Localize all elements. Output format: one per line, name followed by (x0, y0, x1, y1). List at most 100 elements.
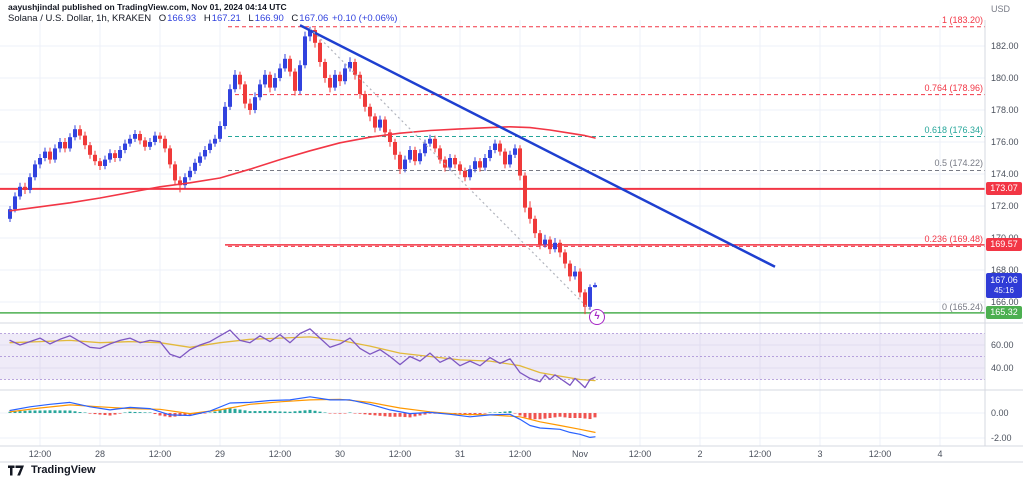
price-axis[interactable]: USD 173.07 169.57 167.06 45:16 165.32 18… (985, 0, 1023, 446)
candle-body (158, 135, 162, 139)
candle-body (333, 74, 337, 88)
pattern-dotted-line (309, 27, 591, 311)
candle-body (433, 138, 437, 149)
candle-body (138, 134, 142, 141)
candle-body (203, 150, 207, 157)
candle-body (313, 30, 317, 43)
macd-histogram-bar (38, 410, 42, 413)
candle-body (113, 153, 117, 158)
time-tick-label: Nov (571, 449, 589, 459)
candle-body (263, 74, 267, 85)
rsi-tick-label: 60.00 (991, 340, 1014, 350)
candle-body (108, 153, 112, 160)
candle-body (353, 62, 357, 75)
price-tick-label: 172.00 (991, 201, 1019, 211)
symbol-title[interactable]: Solana / U.S. Dollar, 1h, KRAKEN (8, 13, 152, 24)
macd-histogram-bar (458, 413, 462, 415)
high-value: 167.21 (211, 13, 241, 24)
candle-body (23, 186, 27, 190)
time-tick-label: 12:00 (628, 449, 652, 459)
candle-body (513, 148, 517, 155)
candle-body (413, 150, 417, 162)
candle-body (348, 62, 352, 69)
ma-line (9, 126, 596, 212)
macd-histogram-bar (483, 413, 487, 414)
macd-histogram-bar (158, 413, 162, 416)
high-label: H (203, 13, 211, 24)
current-price-value: 167.06 (990, 275, 1018, 286)
macd-histogram-bar (423, 413, 427, 415)
time-tick-label: 30 (334, 449, 346, 459)
candle-body (523, 175, 527, 208)
macd-histogram-bar (428, 413, 432, 414)
macd-histogram-bar (333, 413, 337, 414)
macd-histogram-bar (203, 413, 207, 414)
fib-level-label: 0.618 (176.34) (924, 124, 983, 135)
low-value: 166.90 (254, 13, 284, 24)
fib-price-label: 169.57 (986, 238, 1022, 252)
rsi-tick-label: 40.00 (991, 363, 1014, 373)
macd-histogram-bar (83, 412, 87, 413)
time-axis[interactable]: 12:00 28 12:00 29 12:00 30 12:00 31 12:00 Nov 12:0… (0, 446, 1023, 462)
candle-body (238, 74, 242, 85)
time-tick-label: 2 (697, 449, 703, 459)
fib-level-label: 0.764 (178.96) (924, 82, 983, 93)
candle-body (563, 252, 567, 264)
macd-histogram-bar (23, 410, 27, 413)
candle-body (488, 150, 492, 158)
candle-body (63, 142, 67, 149)
candle-body (193, 162, 197, 171)
candle-body (8, 209, 12, 219)
time-tick-label: 29 (214, 449, 226, 459)
macd-histogram-bar (153, 413, 157, 415)
support-price-label: 173.07 (986, 182, 1022, 196)
fib-level-label: 1 (183.20) (941, 14, 983, 25)
macd-histogram-bar (163, 413, 167, 417)
tradingview-brand-text[interactable]: TradingView (31, 464, 96, 476)
trendline[interactable] (299, 24, 776, 268)
macd-histogram-bar (533, 413, 537, 420)
candle-body (278, 68, 282, 78)
time-tick-label: 12:00 (268, 449, 292, 459)
macd-tick-label: -2.00 (991, 433, 1012, 443)
candle-body (248, 103, 252, 110)
candle-body (253, 97, 257, 110)
change-value: +0.10 (+0.06%) (331, 13, 398, 24)
candle-body (183, 177, 187, 186)
candle-body (58, 142, 62, 149)
macd-histogram-bar (318, 411, 322, 413)
candle-body (518, 148, 522, 176)
macd-histogram-bar (268, 410, 272, 413)
candle-body (178, 180, 182, 186)
candle-body (73, 129, 77, 138)
candle-body (98, 161, 102, 166)
macd-histogram-bar (248, 411, 252, 413)
macd-histogram-bar (108, 413, 112, 416)
candle-body (148, 142, 152, 147)
macd-histogram-bar (273, 411, 277, 413)
macd-histogram-bar (73, 411, 77, 413)
time-tick-label: 12:00 (388, 449, 412, 459)
tradingview-logo-icon[interactable] (8, 464, 25, 477)
candle-body (503, 151, 507, 165)
macd-histogram-bar (568, 413, 572, 418)
time-tick-label: 28 (94, 449, 106, 459)
candle-body (188, 170, 192, 178)
macd-histogram-bar (98, 413, 102, 415)
time-tick-label: 3 (817, 449, 823, 459)
time-tick-label: 31 (454, 449, 466, 459)
candle-body (93, 154, 97, 162)
candle-body (103, 159, 107, 166)
candle-body (573, 271, 577, 277)
macd-histogram-bar (413, 413, 417, 417)
candle-body (588, 287, 592, 307)
candle-body (43, 151, 47, 158)
macd-signal-line (9, 398, 596, 433)
flash-marker-icon[interactable]: ϟ (589, 309, 605, 325)
macd-histogram-bar (148, 412, 152, 413)
macd-histogram-bar (33, 410, 37, 413)
macd-histogram-bar (398, 413, 402, 417)
macd-histogram-bar (193, 413, 197, 415)
